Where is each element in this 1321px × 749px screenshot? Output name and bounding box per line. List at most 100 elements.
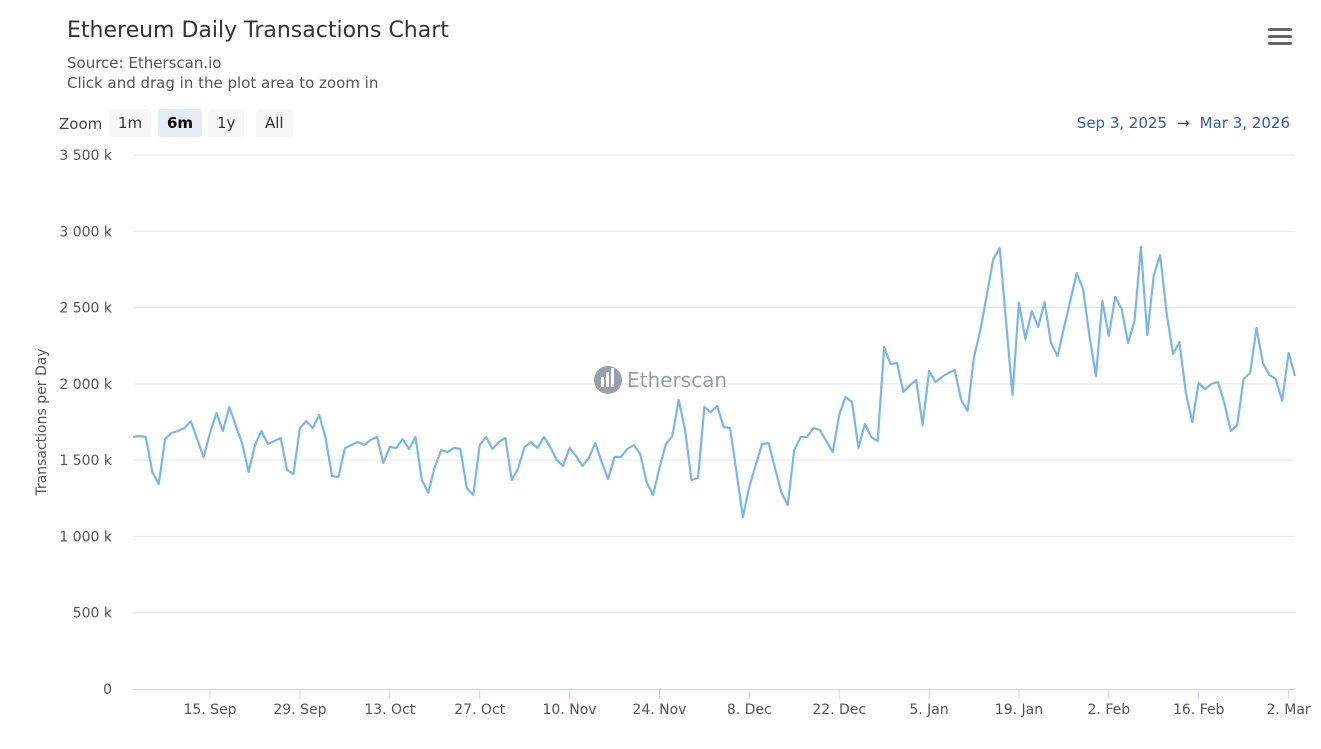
data-point[interactable]	[772, 465, 778, 471]
data-point[interactable]	[1054, 353, 1060, 359]
data-point[interactable]	[162, 436, 168, 442]
data-point[interactable]	[650, 492, 656, 498]
data-point[interactable]	[175, 428, 181, 434]
data-point[interactable]	[136, 433, 142, 439]
data-point[interactable]	[984, 292, 990, 298]
data-point[interactable]	[817, 427, 823, 433]
data-point[interactable]	[843, 394, 849, 400]
data-point[interactable]	[130, 434, 136, 440]
range-from[interactable]: Sep 3, 2025	[1076, 114, 1168, 132]
data-point[interactable]	[509, 477, 515, 483]
data-point[interactable]	[355, 439, 361, 445]
data-point[interactable]	[804, 434, 810, 440]
data-point[interactable]	[714, 403, 720, 409]
data-point[interactable]	[290, 471, 296, 477]
data-point[interactable]	[1292, 373, 1298, 379]
data-point[interactable]	[323, 435, 329, 441]
data-point[interactable]	[1106, 333, 1112, 339]
data-point[interactable]	[990, 256, 996, 262]
data-point[interactable]	[1087, 334, 1093, 340]
data-point[interactable]	[971, 354, 977, 360]
data-point[interactable]	[618, 454, 624, 460]
data-point[interactable]	[554, 457, 560, 463]
data-point[interactable]	[1253, 325, 1259, 331]
data-point[interactable]	[451, 445, 457, 451]
data-point[interactable]	[682, 427, 688, 433]
data-point[interactable]	[753, 462, 759, 468]
data-point[interactable]	[599, 459, 605, 465]
data-point[interactable]	[811, 425, 817, 431]
data-point[interactable]	[644, 479, 650, 485]
data-point[interactable]	[945, 370, 951, 376]
data-point[interactable]	[1183, 390, 1189, 396]
data-point[interactable]	[560, 463, 566, 469]
data-point[interactable]	[246, 469, 252, 475]
data-point[interactable]	[721, 424, 727, 430]
data-point[interactable]	[265, 441, 271, 447]
data-point[interactable]	[1067, 298, 1073, 304]
data-point[interactable]	[746, 484, 752, 490]
data-point[interactable]	[239, 440, 245, 446]
data-point[interactable]	[1035, 324, 1041, 330]
data-point[interactable]	[958, 397, 964, 403]
data-point[interactable]	[515, 465, 521, 471]
data-point[interactable]	[1144, 332, 1150, 338]
data-point[interactable]	[490, 446, 496, 452]
data-point[interactable]	[855, 445, 861, 451]
data-point[interactable]	[605, 476, 611, 482]
data-point[interactable]	[1247, 370, 1253, 376]
data-point[interactable]	[733, 469, 739, 475]
data-point[interactable]	[798, 434, 804, 440]
data-point[interactable]	[380, 460, 386, 466]
data-point[interactable]	[920, 422, 926, 428]
data-point[interactable]	[541, 434, 547, 440]
data-point[interactable]	[907, 382, 913, 388]
data-point[interactable]	[201, 454, 207, 460]
data-point[interactable]	[701, 404, 707, 410]
data-point[interactable]	[1022, 336, 1028, 342]
data-point[interactable]	[1170, 351, 1176, 357]
data-point[interactable]	[785, 502, 791, 508]
data-point[interactable]	[849, 399, 855, 405]
data-point[interactable]	[1176, 339, 1182, 345]
data-point[interactable]	[1099, 298, 1105, 304]
data-point[interactable]	[220, 428, 226, 434]
data-point[interactable]	[496, 439, 502, 445]
data-point[interactable]	[1241, 376, 1247, 382]
data-point[interactable]	[592, 440, 598, 446]
data-point[interactable]	[900, 389, 906, 395]
data-point[interactable]	[875, 438, 881, 444]
data-point[interactable]	[913, 377, 919, 383]
data-point[interactable]	[830, 449, 836, 455]
data-point[interactable]	[213, 410, 219, 416]
data-point[interactable]	[393, 445, 399, 451]
data-point[interactable]	[547, 444, 553, 450]
data-point[interactable]	[1112, 294, 1118, 300]
data-point[interactable]	[316, 412, 322, 418]
zoom-1m-button[interactable]: 1m	[109, 109, 152, 137]
data-point[interactable]	[438, 447, 444, 453]
data-point[interactable]	[149, 469, 155, 475]
data-point[interactable]	[284, 467, 290, 473]
data-point[interactable]	[611, 454, 617, 460]
data-point[interactable]	[586, 455, 592, 461]
data-point[interactable]	[406, 446, 412, 452]
data-point[interactable]	[894, 360, 900, 366]
data-point[interactable]	[464, 485, 470, 491]
data-point[interactable]	[939, 374, 945, 380]
data-point[interactable]	[348, 442, 354, 448]
data-point[interactable]	[271, 438, 277, 444]
data-point[interactable]	[470, 492, 476, 498]
data-point[interactable]	[522, 444, 528, 450]
data-point[interactable]	[932, 379, 938, 385]
data-point[interactable]	[1266, 372, 1272, 378]
data-point[interactable]	[1286, 350, 1292, 356]
data-point[interactable]	[926, 368, 932, 374]
data-point[interactable]	[1048, 340, 1054, 346]
data-point[interactable]	[1196, 380, 1202, 386]
data-point[interactable]	[207, 430, 213, 436]
data-point[interactable]	[329, 473, 335, 479]
data-point[interactable]	[502, 435, 508, 441]
data-point[interactable]	[1138, 244, 1144, 250]
